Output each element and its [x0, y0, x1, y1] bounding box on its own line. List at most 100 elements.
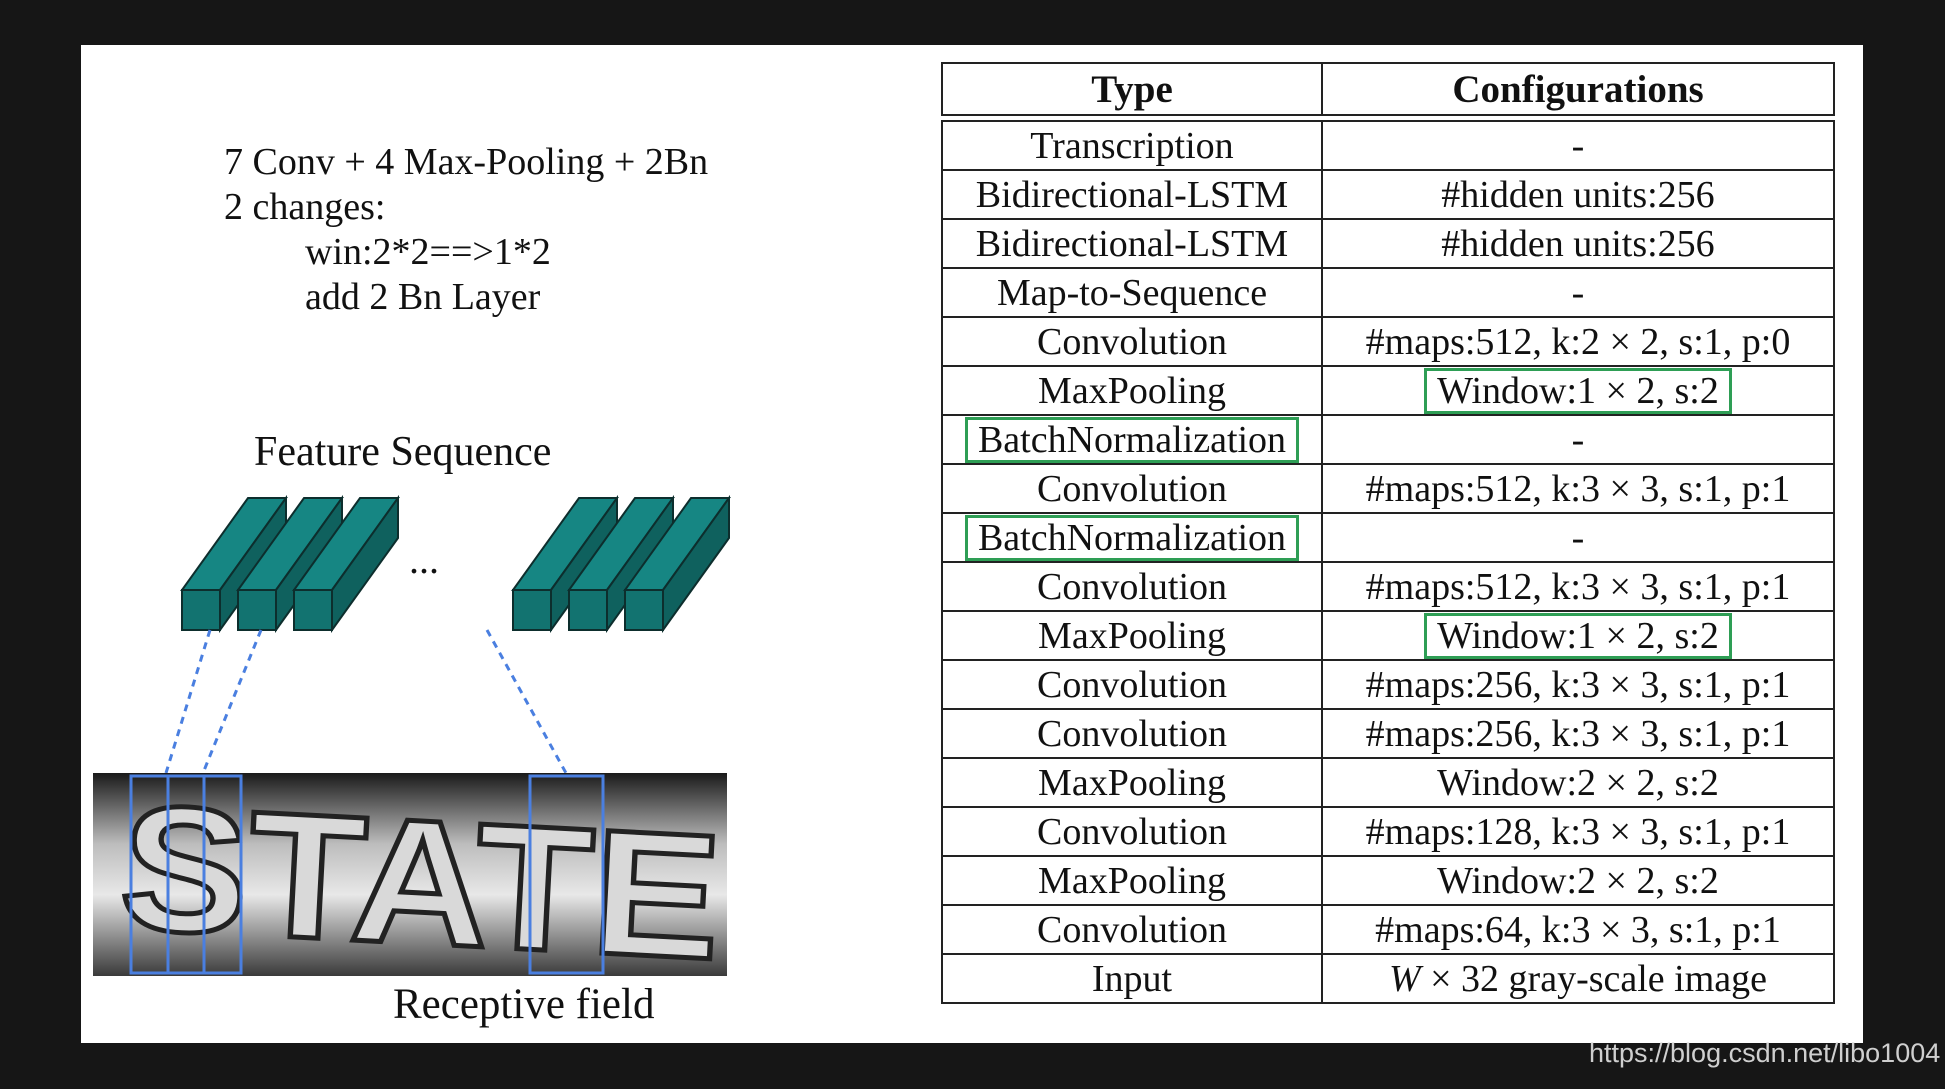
notes-line-window: win:2*2==>1*2: [305, 231, 551, 273]
feature-column: [236, 494, 344, 634]
feature-column: [567, 494, 675, 634]
layer-type-cell: Convolution: [941, 463, 1323, 514]
text-image-word: STATE: [116, 767, 726, 997]
receptive-field-box: [528, 774, 605, 975]
table-row: Convolution #maps:512, k:3 × 3, s:1, p:1: [941, 463, 1835, 514]
text-image: STATE: [93, 764, 728, 1000]
layer-config-cell: #maps:64, k:3 × 3, s:1, p:1: [1321, 904, 1835, 955]
table-row: Input W × 32 gray-scale image: [941, 953, 1835, 1004]
layer-config-label: #hidden units:256: [1441, 173, 1715, 216]
layer-type-label: MaxPooling: [1038, 761, 1226, 804]
table-row: Convolution #maps:256, k:3 × 3, s:1, p:1: [941, 659, 1835, 710]
feature-diagram: ...: [93, 494, 731, 1000]
link-line: [201, 629, 263, 774]
layer-config-label: #maps:512, k:3 × 3, s:1, p:1: [1365, 565, 1791, 608]
link-line: [485, 629, 568, 774]
layer-config-cell: W × 32 gray-scale image: [1321, 953, 1835, 1004]
layer-config-cell: #maps:256, k:3 × 3, s:1, p:1: [1321, 708, 1835, 759]
layer-type-label: MaxPooling: [1038, 369, 1226, 412]
table-body: Transcription - Bidirectional-LSTM #hidden …: [941, 115, 1835, 1004]
layer-config-cell: #maps:512, k:3 × 3, s:1, p:1: [1321, 561, 1835, 612]
layer-type-label: MaxPooling: [1038, 859, 1226, 902]
layer-config-cell: -: [1321, 267, 1835, 318]
layer-type-cell: BatchNormalization: [941, 414, 1323, 465]
layer-type-cell: Input: [941, 953, 1323, 1004]
watermark: https://blog.csdn.net/libo1004: [1589, 1038, 1941, 1068]
layer-type-label: Bidirectional-LSTM: [975, 222, 1289, 265]
table-row: MaxPooling Window:2 × 2, s:2: [941, 757, 1835, 808]
layer-config-label: -: [1571, 418, 1585, 461]
layer-type-label: Convolution: [1036, 467, 1228, 510]
layer-type-cell: Convolution: [941, 561, 1323, 612]
receptive-links: [164, 629, 568, 774]
layer-config-label: Window:2 × 2, s:2: [1437, 859, 1719, 902]
table-row: Convolution #maps:64, k:3 × 3, s:1, p:1: [941, 904, 1835, 955]
feature-column: [292, 494, 400, 634]
layer-type-label: Convolution: [1036, 663, 1228, 706]
layer-config-label: #maps:64, k:3 × 3, s:1, p:1: [1375, 908, 1781, 951]
layer-config-cell: #maps:512, k:3 × 3, s:1, p:1: [1321, 463, 1835, 514]
table-row: Convolution #maps:128, k:3 × 3, s:1, p:1: [941, 806, 1835, 857]
table-row: MaxPooling Window:1 × 2, s:2: [941, 610, 1835, 661]
table-row: BatchNormalization -: [941, 414, 1835, 465]
layer-config-label: -: [1571, 124, 1585, 167]
table-row: Convolution #maps:512, k:2 × 2, s:1, p:0: [941, 316, 1835, 367]
layer-type-cell: MaxPooling: [941, 365, 1323, 416]
layer-config-label: #maps:256, k:3 × 3, s:1, p:1: [1365, 663, 1791, 706]
table-header-row: Type Configurations: [941, 62, 1835, 116]
crnn-config-table: Type Configurations Transcription - Bidire…: [941, 62, 1835, 1004]
layer-type-cell: MaxPooling: [941, 855, 1323, 906]
layer-config-label: -: [1571, 516, 1585, 559]
layer-type-cell: Bidirectional-LSTM: [941, 218, 1323, 269]
table-row: Convolution #maps:512, k:3 × 3, s:1, p:1: [941, 561, 1835, 612]
receptive-field-box: [202, 774, 243, 975]
layer-type-label: Convolution: [1036, 565, 1228, 608]
highlighted-layer-config: Window:1 × 2, s:2: [1424, 367, 1732, 414]
notes-line-changes: 2 changes:: [224, 186, 386, 228]
receptive-field-label: Receptive field: [393, 981, 655, 1028]
feature-block-group-left: [180, 494, 400, 634]
layer-config-label: W × 32 gray-scale image: [1389, 958, 1767, 1000]
layer-type-label: MaxPooling: [1038, 614, 1226, 657]
layer-type-cell: MaxPooling: [941, 610, 1323, 661]
layer-type-cell: Convolution: [941, 904, 1323, 955]
table-row: Map-to-Sequence -: [941, 267, 1835, 318]
layer-type-cell: Convolution: [941, 659, 1323, 710]
receptive-field-boxes: [129, 774, 605, 975]
link-line: [164, 629, 212, 774]
table-row: Convolution #maps:256, k:3 × 3, s:1, p:1: [941, 708, 1835, 759]
layer-config-cell: #maps:256, k:3 × 3, s:1, p:1: [1321, 659, 1835, 710]
feature-column: [511, 494, 619, 634]
layer-type-cell: Bidirectional-LSTM: [941, 169, 1323, 220]
table-row: Bidirectional-LSTM #hidden units:256: [941, 169, 1835, 220]
layer-config-cell: Window:1 × 2, s:2: [1321, 365, 1835, 416]
layer-type-label: Bidirectional-LSTM: [975, 173, 1289, 216]
table-row: Bidirectional-LSTM #hidden units:256: [941, 218, 1835, 269]
table-row: BatchNormalization -: [941, 512, 1835, 563]
highlighted-layer-type: BatchNormalization: [964, 416, 1300, 463]
layer-config-cell: -: [1321, 414, 1835, 465]
layer-type-cell: BatchNormalization: [941, 512, 1323, 563]
highlighted-layer-config: Window:1 × 2, s:2: [1424, 612, 1732, 659]
notes-line-bn: add 2 Bn Layer: [305, 276, 541, 318]
change-notes: 7 Conv + 4 Max-Pooling + 2Bn 2 changes: …: [224, 140, 708, 320]
layer-config-cell: #maps:128, k:3 × 3, s:1, p:1: [1321, 806, 1835, 857]
layer-config-label: #maps:512, k:2 × 2, s:1, p:0: [1365, 320, 1791, 363]
column-header-type: Type: [941, 62, 1323, 116]
layer-type-label: Transcription: [1030, 124, 1234, 167]
layer-config-cell: Window:1 × 2, s:2: [1321, 610, 1835, 661]
feature-column: [180, 494, 288, 634]
layer-config-cell: #hidden units:256: [1321, 169, 1835, 220]
layer-config-cell: Window:2 × 2, s:2: [1321, 855, 1835, 906]
layer-config-cell: -: [1321, 512, 1835, 563]
input-width-symbol: W: [1388, 957, 1421, 1000]
layer-type-cell: Map-to-Sequence: [941, 267, 1323, 318]
layer-config-label: #hidden units:256: [1441, 222, 1715, 265]
layer-type-cell: Transcription: [941, 120, 1323, 171]
ellipsis: ...: [409, 537, 439, 582]
table-row: MaxPooling Window:2 × 2, s:2: [941, 855, 1835, 906]
feature-column: [623, 494, 731, 634]
layer-config-label: #maps:256, k:3 × 3, s:1, p:1: [1365, 712, 1791, 755]
layer-config-label: -: [1571, 271, 1585, 314]
layer-type-cell: Convolution: [941, 806, 1323, 857]
